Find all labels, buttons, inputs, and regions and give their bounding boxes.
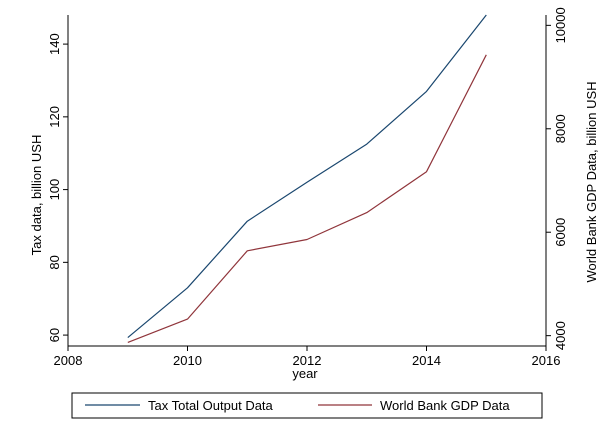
y-left-tick-label: 80	[47, 255, 62, 269]
x-tick-label: 2010	[173, 353, 202, 368]
x-axis: 2008 2010 2012 2014 2016	[54, 346, 561, 368]
x-tick-label: 2008	[54, 353, 83, 368]
legend-label-world-bank: World Bank GDP Data	[380, 398, 510, 413]
y-right-tick-label: 6000	[553, 218, 568, 247]
legend-box	[71, 392, 543, 419]
series-layer	[127, 14, 487, 343]
y-axis-right-title: World Bank GDP Data, billion USH	[584, 81, 599, 282]
x-tick-label: 2016	[532, 353, 561, 368]
x-axis-title: year	[292, 366, 318, 381]
legend: Tax Total Output Data World Bank GDP Dat…	[71, 392, 543, 419]
legend-label-tax: Tax Total Output Data	[148, 398, 274, 413]
x-tick-label: 2014	[412, 353, 441, 368]
y-left-tick-label: 60	[47, 328, 62, 342]
y-left-tick-label: 140	[47, 33, 62, 55]
y-right-tick-label: 10000	[553, 7, 568, 43]
y-left-tick-label: 100	[47, 179, 62, 201]
series-line-world-bank-gdp	[127, 54, 487, 343]
y-axis-left: 60 80 100 120 140	[47, 33, 68, 342]
y-left-tick-label: 120	[47, 106, 62, 128]
x-tick-label: 2012	[293, 353, 322, 368]
y-right-tick-label: 4000	[553, 321, 568, 350]
y-axis-right: 4000 6000 8000 10000	[546, 7, 568, 350]
y-axis-left-title: Tax data, billion USH	[29, 135, 44, 256]
y-right-tick-label: 8000	[553, 114, 568, 143]
series-line-tax-total-output	[127, 14, 487, 339]
